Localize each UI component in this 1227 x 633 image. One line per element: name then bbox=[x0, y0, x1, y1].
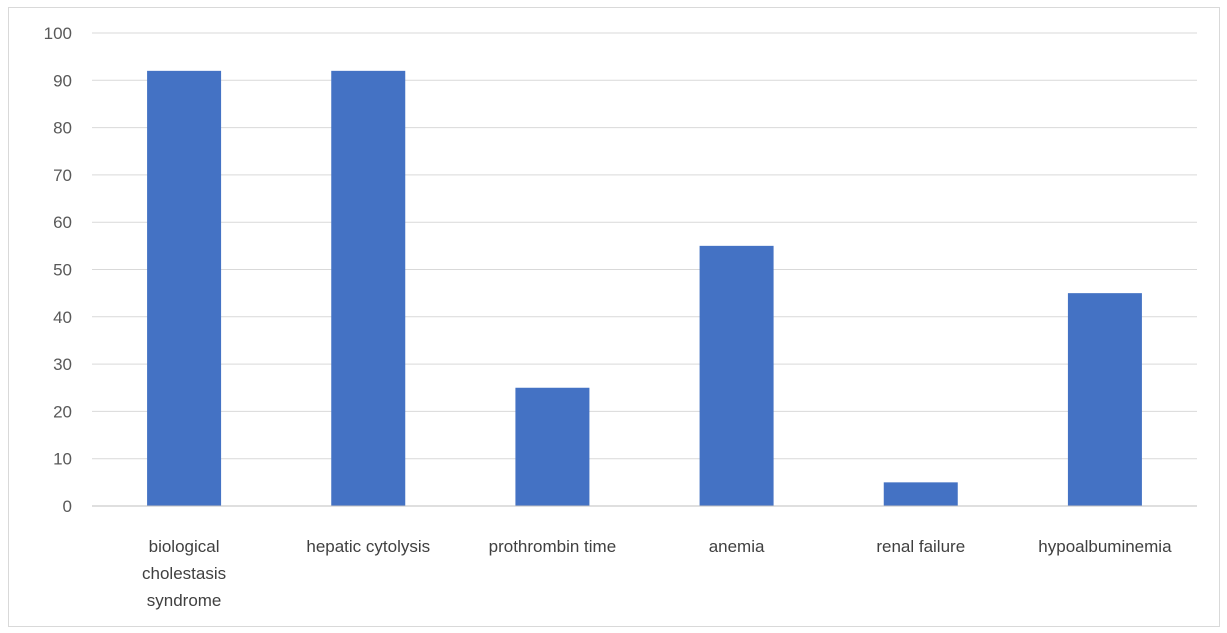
bar bbox=[699, 245, 774, 506]
y-tick-label: 10 bbox=[53, 450, 72, 469]
bar bbox=[147, 70, 222, 506]
y-axis-ticks: 0 10 20 30 40 50 60 70 80 90 100 bbox=[44, 24, 72, 516]
y-tick-label: 30 bbox=[53, 355, 72, 374]
bar bbox=[883, 482, 958, 506]
bar bbox=[1067, 293, 1142, 506]
bars bbox=[147, 70, 1142, 506]
y-tick-label: 20 bbox=[53, 402, 72, 421]
x-category-label: anemia bbox=[709, 537, 765, 556]
x-axis-labels: biological cholestasis syndrome hepatic cyt… bbox=[142, 537, 1172, 610]
y-tick-label: 0 bbox=[63, 497, 72, 516]
x-category-label: hypoalbuminemia bbox=[1038, 537, 1172, 556]
gridlines bbox=[92, 32, 1197, 460]
y-tick-label: 40 bbox=[53, 308, 72, 327]
x-category-label: hepatic cytolysis bbox=[306, 537, 430, 556]
y-tick-label: 70 bbox=[53, 166, 72, 185]
bar bbox=[331, 70, 406, 506]
y-tick-label: 90 bbox=[53, 71, 72, 90]
x-category-label: renal failure bbox=[876, 537, 965, 556]
y-tick-label: 50 bbox=[53, 261, 72, 280]
y-tick-label: 100 bbox=[44, 24, 72, 43]
y-tick-label: 80 bbox=[53, 119, 72, 138]
x-category-label: prothrombin time bbox=[489, 537, 617, 556]
y-tick-label: 60 bbox=[53, 213, 72, 232]
bar bbox=[515, 387, 590, 506]
x-category-label: biological cholestasis syndrome bbox=[142, 537, 226, 610]
